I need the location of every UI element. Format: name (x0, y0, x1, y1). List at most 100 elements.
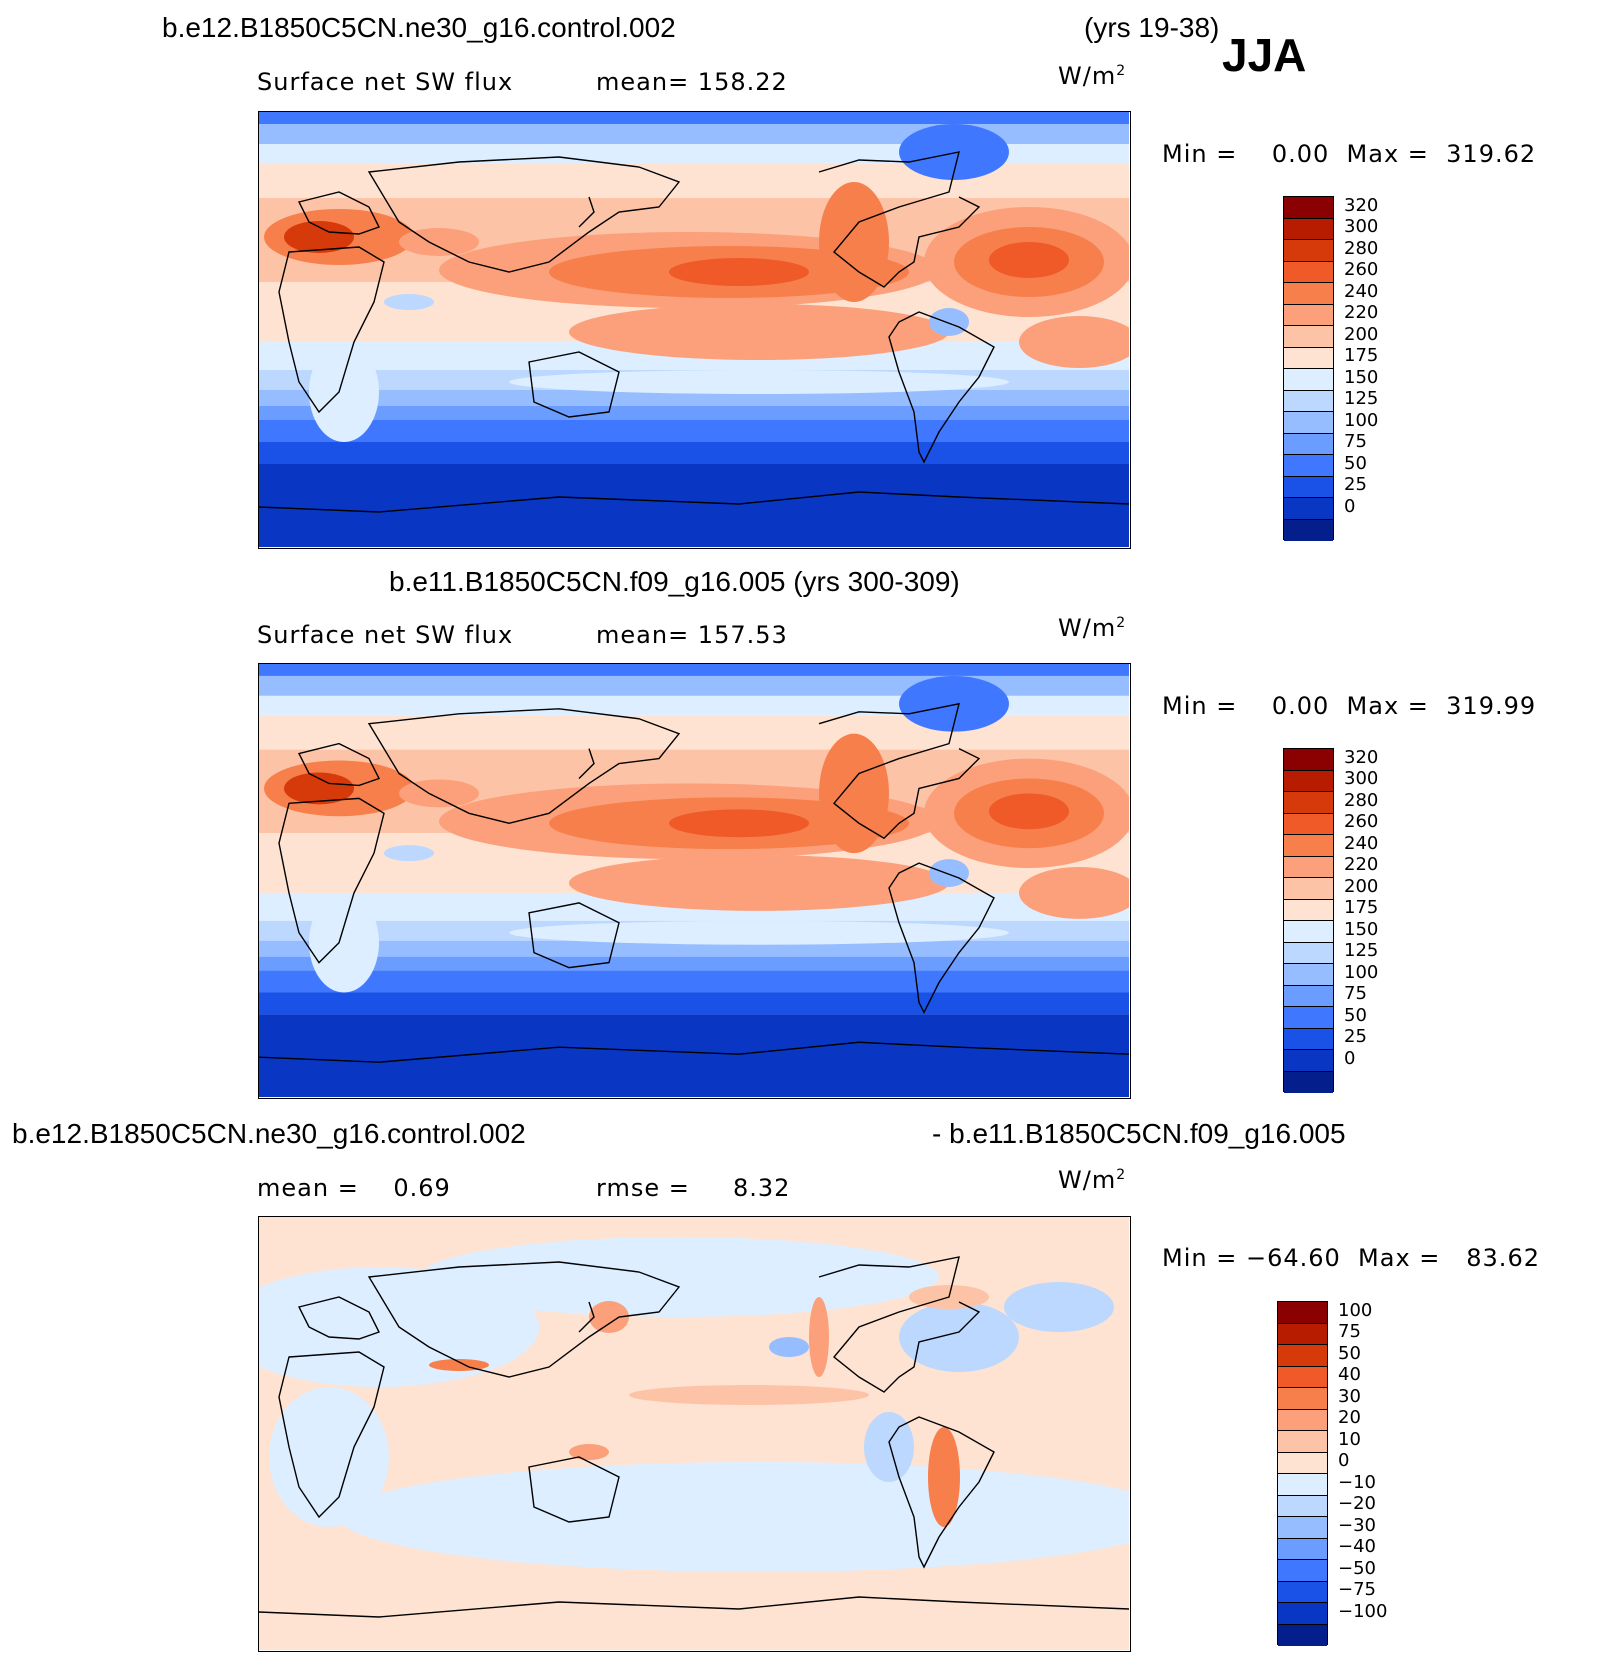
panel-3-minmax: Min = −64.60 Max = 83.62 (1162, 1244, 1540, 1272)
season-label: JJA (1222, 29, 1307, 81)
colorbar-swatch (1284, 964, 1333, 986)
panel-2-units: W/m2 (1058, 614, 1126, 642)
panel-1-title-right: (yrs 19-38) (1084, 12, 1220, 43)
colorbar-tick-label: 25 (1344, 474, 1367, 495)
map-contour (509, 370, 1009, 394)
colorbar-tick-label: 20 (1338, 1407, 1361, 1428)
map-contour (569, 1444, 609, 1460)
colorbar-tick-label: 150 (1344, 366, 1379, 388)
coastline (367, 1261, 681, 1378)
colorbar-tick-label: 220 (1344, 302, 1379, 323)
coastline (888, 311, 995, 464)
coastline (367, 708, 681, 824)
map-band (259, 442, 1129, 464)
colorbar-swatch (1278, 1474, 1327, 1496)
coastline (297, 191, 380, 235)
colorbar-tick-label: 220 (1344, 854, 1379, 875)
panel-2-map (258, 663, 1131, 1099)
colorbar-tick-label: 300 (1344, 768, 1379, 789)
colorbar-swatch (1284, 942, 1333, 964)
coastline (528, 351, 620, 418)
colorbar-swatch (1284, 390, 1333, 412)
map-band (259, 420, 1129, 442)
coastline (818, 1256, 981, 1393)
colorbar-swatch (1284, 433, 1333, 455)
map-contour (399, 779, 479, 808)
coastline (259, 491, 1129, 513)
map-band (259, 664, 1129, 676)
panel-3-colorbar (1277, 1301, 1328, 1646)
colorbar-tick-label: 240 (1344, 280, 1379, 302)
map-contour (399, 228, 479, 256)
map-contour (569, 855, 949, 911)
colorbar-swatch (1284, 283, 1333, 305)
colorbar-swatch (1284, 813, 1333, 835)
map-band (259, 992, 1129, 1015)
map-contour (899, 675, 1009, 732)
colorbar-tick-label: −20 (1338, 1493, 1376, 1514)
colorbar-tick-label: 320 (1344, 194, 1379, 216)
colorbar-swatch (1284, 792, 1333, 814)
colorbar-tick-label: 200 (1344, 875, 1379, 897)
colorbar-tick-label: 100 (1344, 409, 1379, 431)
colorbar-tick-label: 100 (1338, 1299, 1373, 1321)
map-contour (989, 242, 1069, 278)
colorbar-swatch (1284, 261, 1333, 283)
map-band (259, 406, 1129, 420)
panel-1-units-text: W/m (1058, 62, 1117, 90)
coastline (259, 1596, 1129, 1618)
panel-1-mean-label: mean= 158.22 (596, 68, 788, 96)
coastline (278, 1351, 385, 1519)
map-band (259, 956, 1129, 971)
colorbar-tick-label: −10 (1338, 1471, 1376, 1493)
map-contour (929, 859, 969, 887)
map-contour (989, 793, 1069, 830)
colorbar-swatch (1278, 1603, 1327, 1625)
coastline (578, 196, 595, 228)
colorbar-swatch (1284, 218, 1333, 240)
colorbar-swatch (1284, 519, 1333, 541)
panel-1-colorbar (1283, 196, 1334, 541)
panel-3-map (258, 1216, 1131, 1652)
coastline (259, 1041, 1129, 1063)
map-band (259, 940, 1129, 957)
colorbar-swatch (1284, 412, 1333, 434)
colorbar-tick-label: 320 (1344, 746, 1379, 768)
colorbar-swatch (1278, 1388, 1327, 1410)
colorbar-swatch (1284, 1007, 1333, 1029)
map-contour (384, 845, 434, 862)
colorbar-swatch (1284, 985, 1333, 1007)
coastline (297, 1296, 380, 1340)
map-contour (629, 1385, 869, 1405)
panel-2-units-sup: 2 (1116, 615, 1127, 631)
map-contour (384, 294, 434, 310)
coastline (888, 1416, 995, 1569)
map-contour (309, 342, 379, 442)
colorbar-swatch (1284, 835, 1333, 857)
colorbar-swatch (1278, 1302, 1327, 1324)
colorbar-swatch (1278, 1517, 1327, 1539)
map-contour (589, 1301, 629, 1333)
panel-3-title-right: - b.e11.B1850C5CN.f09_g16.005 (932, 1118, 1346, 1149)
map-contour (569, 304, 949, 360)
coastline (578, 1301, 595, 1333)
colorbar-swatch (1284, 347, 1333, 369)
panel-2-units-text: W/m (1058, 614, 1117, 642)
panel-3-units-sup: 2 (1116, 1167, 1127, 1183)
panel-1-title-left: b.e12.B1850C5CN.ne30_g16.control.002 (162, 12, 676, 43)
map-contour (819, 182, 889, 302)
colorbar-tick-label: 75 (1344, 983, 1367, 1004)
colorbar-swatch (1284, 326, 1333, 348)
map-contour (928, 1427, 960, 1527)
colorbar-tick-label: 175 (1344, 345, 1379, 366)
colorbar-tick-label: 280 (1344, 789, 1379, 811)
coastline (278, 797, 385, 964)
map-contour (284, 221, 354, 253)
colorbar-swatch (1284, 304, 1333, 326)
colorbar-swatch (1284, 856, 1333, 878)
colorbar-swatch (1284, 899, 1333, 921)
map-contour (419, 1237, 939, 1317)
coastline (818, 151, 981, 288)
colorbar-tick-label: 260 (1344, 259, 1379, 280)
colorbar-tick-label: 30 (1338, 1385, 1361, 1407)
